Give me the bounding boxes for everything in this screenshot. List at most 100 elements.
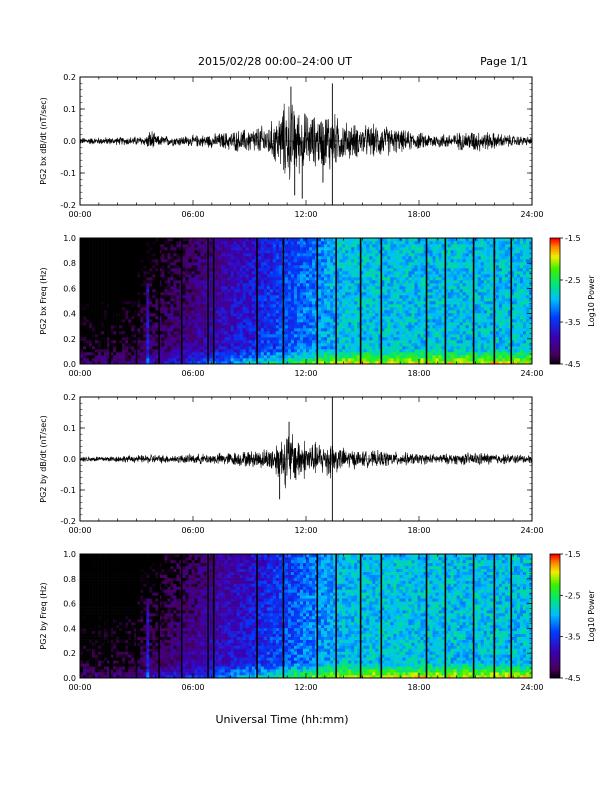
spectrogram-cell — [417, 316, 421, 320]
spectrogram-cell — [119, 283, 123, 287]
spectrogram-cell — [306, 301, 310, 305]
spectrogram-cell — [86, 334, 90, 338]
spectrogram-cell — [95, 295, 99, 299]
spectrogram-cell — [218, 247, 222, 251]
spectrogram-cell — [257, 274, 262, 278]
spectrogram-cell — [128, 337, 132, 341]
spectrogram-cell — [194, 310, 198, 314]
spectrogram-cell — [260, 277, 265, 281]
spectrogram-cell — [405, 331, 409, 335]
spectrogram-cell — [161, 298, 165, 302]
spectrogram-cell — [215, 322, 219, 326]
spectrogram-cell — [113, 283, 117, 287]
spectrogram-cell — [209, 331, 213, 335]
spectrogram-cell — [245, 244, 250, 248]
spectrogram-cell — [200, 322, 204, 326]
spectrogram-cell — [155, 331, 159, 335]
spectrogram-cell — [351, 358, 355, 362]
spectrogram-cell — [342, 241, 346, 245]
spectrogram-cell — [414, 253, 418, 257]
spectrogram-cell — [339, 316, 343, 320]
spectrogram-cell — [143, 271, 147, 275]
spectrogram-cell — [236, 259, 240, 263]
spectrogram-cell — [272, 271, 277, 275]
spectrogram-cell — [137, 271, 141, 275]
spectrogram-cell — [266, 253, 271, 257]
spectrogram-cell — [342, 271, 346, 275]
spectrogram-cell — [152, 298, 156, 302]
spectrogram-cell — [408, 361, 412, 365]
spectrogram-cell — [324, 346, 328, 350]
spectrogram-cell — [122, 253, 126, 257]
spectrogram-cell — [140, 304, 144, 308]
spectrogram-cell — [402, 358, 406, 362]
spectrogram-cell — [342, 316, 346, 320]
spectrogram-cell — [342, 283, 346, 287]
spectrogram-cell — [89, 349, 93, 353]
spectrogram-cell — [411, 241, 415, 245]
spectrogram-cell — [369, 322, 373, 326]
spectrogram-cell — [306, 328, 310, 332]
spectrogram-cell — [239, 262, 244, 266]
spectrogram-cell — [284, 250, 289, 254]
spectrogram-cell — [116, 283, 120, 287]
spectrogram-cell — [95, 343, 99, 347]
spectrogram-cell — [263, 250, 268, 254]
spectrogram-cell — [140, 340, 144, 344]
spectrogram-cell — [209, 325, 213, 329]
spectrogram-cell — [426, 268, 430, 272]
spectrogram-cell — [342, 247, 346, 251]
spectrogram-cell — [158, 283, 162, 287]
spectrogram-cell — [233, 289, 237, 293]
spectrogram-cell — [92, 337, 96, 341]
spectrogram-cell — [86, 274, 90, 278]
spectrogram-cell — [348, 319, 352, 323]
spectrogram-cell — [372, 280, 376, 284]
spectrogram-cell — [336, 280, 340, 284]
spectrogram-cell — [89, 238, 93, 242]
spectrogram-cell — [242, 316, 247, 320]
spectrogram-cell — [336, 289, 340, 293]
spectrogram-cell — [354, 280, 358, 284]
spectrogram-cell — [330, 238, 334, 242]
spectrogram-cell — [381, 358, 385, 362]
spectrogram-cell — [95, 349, 99, 353]
spectrogram-cell — [257, 280, 262, 284]
spectrogram-cell — [194, 337, 198, 341]
spectrogram-cell — [152, 331, 156, 335]
spectrogram-cell — [182, 346, 186, 350]
spectrogram-cell — [203, 271, 207, 275]
spectrogram-cell — [372, 277, 376, 281]
spectrogram-cell — [173, 298, 177, 302]
spectrogram-cell — [227, 307, 231, 311]
spectrogram-cell — [372, 253, 376, 257]
spectrogram-cell — [405, 277, 409, 281]
spectrogram-cell — [89, 316, 93, 320]
spectrogram-cell — [269, 268, 274, 272]
spectrogram-cell — [101, 343, 105, 347]
spectrogram-cell — [239, 334, 244, 338]
spectrogram-cell — [333, 331, 337, 335]
spectrogram-cell — [233, 241, 237, 245]
spectrogram-cell — [209, 349, 213, 353]
spectrogram-cell — [98, 355, 102, 359]
spectrogram-cell — [233, 253, 237, 257]
spectrogram-cell — [278, 295, 283, 299]
spectrogram-cell — [152, 352, 156, 356]
spectrogram-cell — [284, 271, 289, 275]
spectrogram-cell — [351, 259, 355, 263]
spectrogram-cell — [125, 346, 129, 350]
spectrogram-cell — [170, 247, 174, 251]
spectrogram-cell — [354, 322, 358, 326]
spectrogram-cell — [116, 268, 120, 272]
spectrogram-cell — [339, 250, 343, 254]
spectrogram-cell — [357, 292, 361, 296]
spectrogram-cell — [278, 244, 283, 248]
spectrogram-cell — [191, 313, 195, 317]
spectrogram-cell — [260, 361, 265, 365]
spectrogram-cell — [357, 286, 361, 290]
spectrogram-cell — [122, 307, 126, 311]
spectrogram-cell — [396, 298, 400, 302]
spectrogram-cell — [360, 250, 364, 254]
spectrogram-cell — [327, 244, 331, 248]
